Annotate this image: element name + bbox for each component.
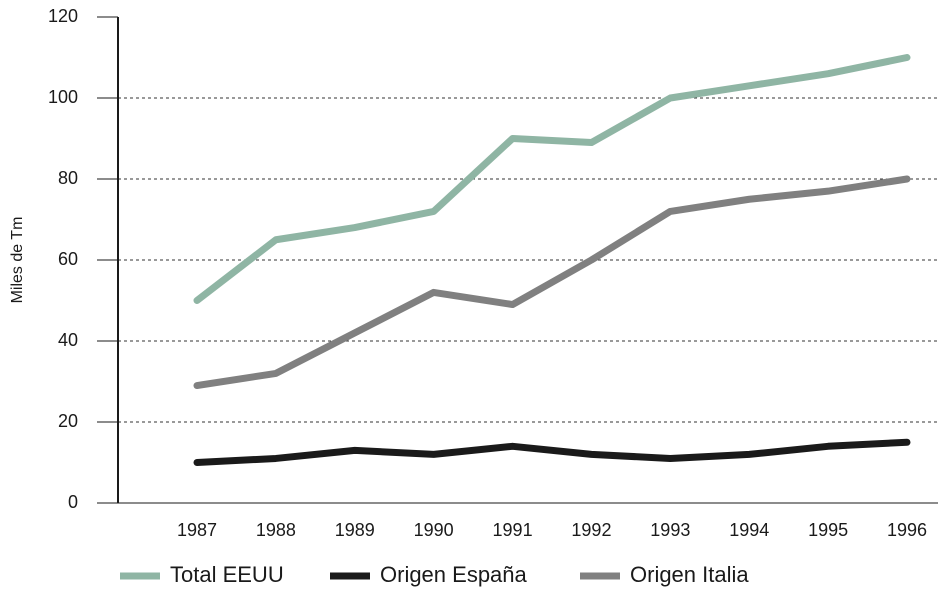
x-tick-label: 1996: [887, 520, 927, 540]
x-tick-label: 1995: [808, 520, 848, 540]
series-line: [193, 438, 911, 466]
y-tick-label: 80: [58, 168, 78, 188]
y-tick-label: 20: [58, 411, 78, 431]
y-axis-label: Miles de Tm: [9, 217, 26, 304]
series-line: [193, 175, 911, 390]
x-tick-label: 1991: [493, 520, 533, 540]
x-tick-label: 1994: [729, 520, 769, 540]
x-tick-label: 1987: [177, 520, 217, 540]
legend-label: Total EEUU: [170, 562, 284, 587]
x-tick-label: 1993: [650, 520, 690, 540]
y-tick-label: 60: [58, 249, 78, 269]
x-tick-label: 1992: [571, 520, 611, 540]
series-line: [193, 54, 911, 304]
y-tick-label: 40: [58, 330, 78, 350]
y-tick-label: 100: [48, 87, 78, 107]
x-tick-label: 1989: [335, 520, 375, 540]
legend-label: Origen Italia: [630, 562, 749, 587]
legend-label: Origen España: [380, 562, 528, 587]
x-tick-label: 1988: [256, 520, 296, 540]
y-tick-label: 0: [68, 492, 78, 512]
y-tick-label: 120: [48, 6, 78, 26]
x-tick-label: 1990: [414, 520, 454, 540]
